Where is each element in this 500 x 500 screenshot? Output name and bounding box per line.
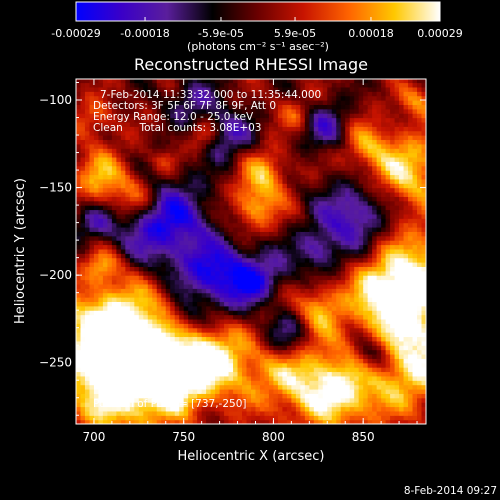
- annotation-clean: Clean Total counts: 3.08E+03: [93, 122, 262, 134]
- colorbar-ticks: -0.00029 -0.00018 -5.9e-05 5.9e-05 0.00018 0.…: [51, 17, 463, 40]
- x-tick-label: 800: [262, 430, 285, 444]
- colorbar-tick-label: -0.00029: [51, 27, 100, 40]
- x-tick-label: 850: [352, 430, 375, 444]
- footer-date: 8-Feb-2014 09:27: [404, 485, 497, 497]
- heatmap-image: [76, 79, 426, 424]
- x-axis: 700 750 800 850: [75, 79, 418, 444]
- annotation-detectors: Detectors: 3F 5F 6F 7F 8F 9F, Att 0: [93, 100, 276, 112]
- colorbar-units: (photons cm⁻² s⁻¹ asec⁻²): [187, 40, 329, 53]
- y-tick-label: −150: [39, 181, 72, 195]
- annotation-peak: Position of Peak = [737,-250]: [93, 398, 247, 410]
- chart-title: Reconstructed RHESSI Image: [134, 55, 368, 74]
- colorbar-tick-label: -5.9e-05: [198, 27, 244, 40]
- colorbar-tick-label: -0.00018: [120, 27, 169, 40]
- annotation-energy: Energy Range: 12.0 - 25.0 keV: [93, 111, 254, 123]
- x-tick-label: 750: [172, 430, 195, 444]
- colorbar: [75, 1, 441, 22]
- y-axis: −100 −150 −200 −250: [39, 82, 426, 416]
- y-tick-label: −250: [39, 356, 72, 370]
- y-axis-label: Heliocentric Y (arcsec): [13, 178, 28, 324]
- y-tick-label: −200: [39, 268, 72, 282]
- plot-frame: [75, 78, 427, 425]
- colorbar-tick-label: 0.00018: [348, 27, 394, 40]
- x-tick-label: 700: [82, 430, 105, 444]
- colorbar-tick-label: 0.00029: [417, 27, 463, 40]
- annotation-time: 7-Feb-2014 11:33:32.000 to 11:35:44.000: [100, 89, 321, 101]
- colorbar-tick-label: 5.9e-05: [274, 27, 316, 40]
- y-tick-label: −100: [39, 93, 72, 107]
- x-axis-label: Heliocentric X (arcsec): [178, 449, 325, 464]
